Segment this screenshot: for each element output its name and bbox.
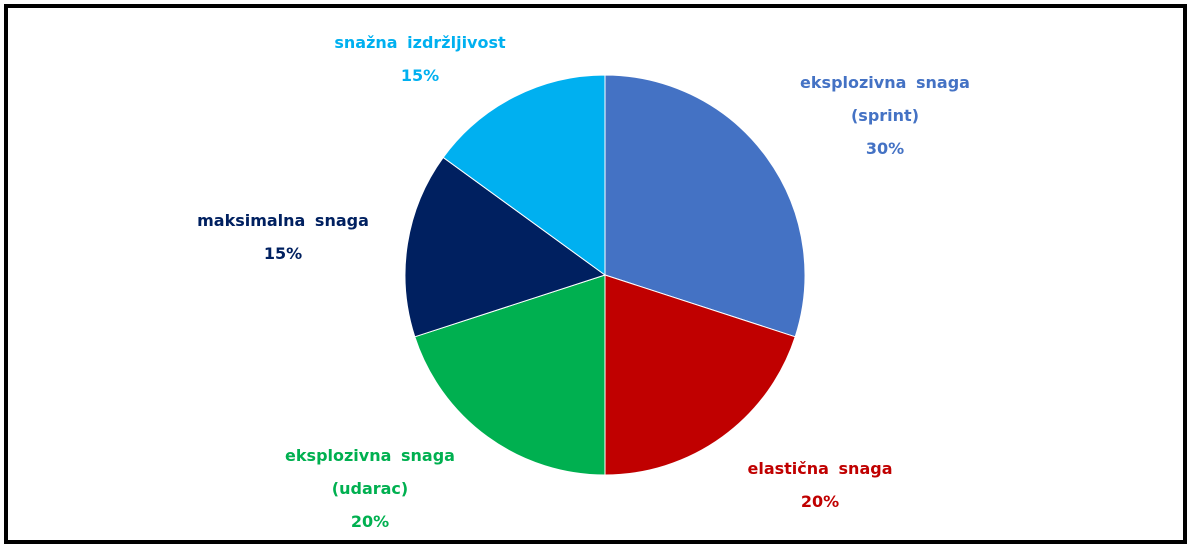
category-label: elastična snaga — [747, 459, 893, 478]
category-label: eksplozivna snaga (udarac) — [285, 446, 455, 498]
pie-slice — [604, 74, 806, 338]
value-label: 30% — [865, 139, 905, 158]
pie-slice — [404, 156, 607, 338]
value-label: 15% — [263, 244, 303, 263]
slice-label: snažna izdržljivost 15% — [290, 26, 550, 92]
value-label: 15% — [400, 66, 440, 85]
value-label: 20% — [350, 512, 390, 531]
category-label: eksplozivna snaga (sprint) — [800, 73, 970, 125]
slice-label: eksplozivna snaga (sprint) 30% — [780, 66, 990, 165]
pie-slice — [604, 274, 796, 476]
chart — [404, 74, 806, 476]
pie-slice — [414, 274, 606, 476]
slice-label: maksimalna snaga 15% — [163, 204, 403, 270]
category-label: snažna izdržljivost — [334, 33, 506, 52]
slice-label: eksplozivna snaga (udarac) 20% — [265, 439, 475, 538]
slice-label: elastična snaga 20% — [710, 452, 930, 518]
value-label: 20% — [800, 492, 840, 511]
category-label: maksimalna snaga — [197, 211, 369, 230]
page: (() => { const data = JSON.parse(documen… — [4, 4, 1187, 544]
pie-slice — [442, 74, 606, 276]
